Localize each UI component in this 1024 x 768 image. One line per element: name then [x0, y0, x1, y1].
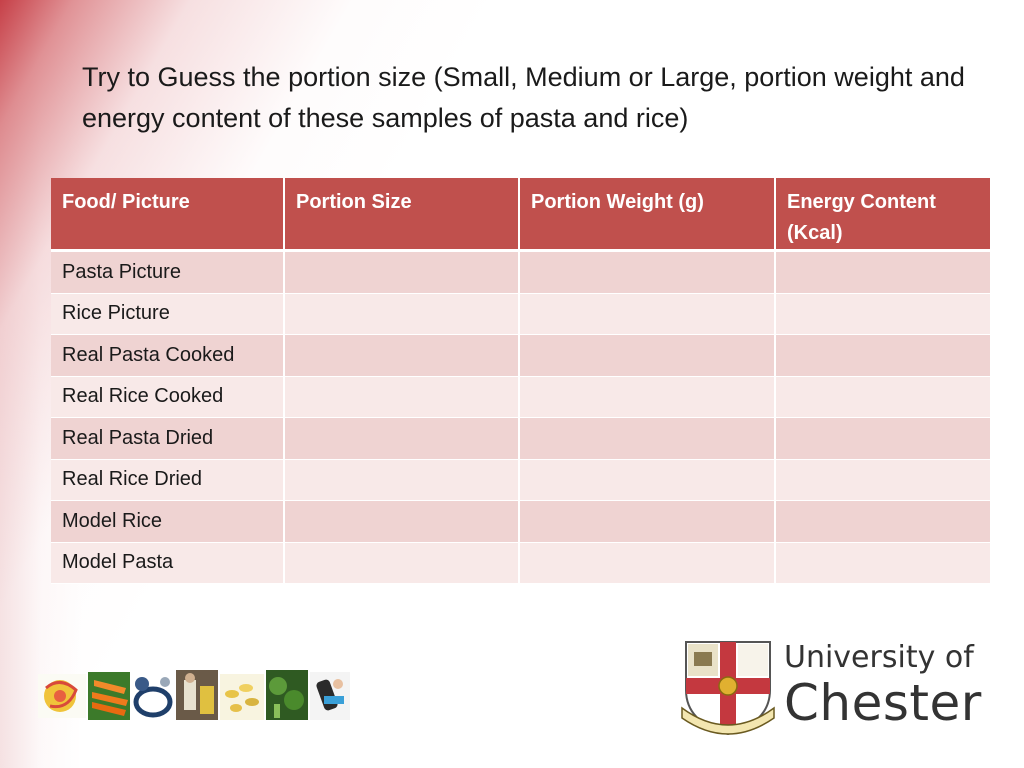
- header-energy-content: Energy Content (Kcal): [776, 178, 990, 252]
- table-header-row: Food/ Picture Portion Size Portion Weigh…: [51, 178, 990, 252]
- cell-portion-size[interactable]: [285, 542, 520, 584]
- cell-food: Rice Picture: [51, 293, 285, 335]
- table-row: Pasta Picture: [51, 252, 990, 294]
- cell-portion-weight[interactable]: [520, 542, 776, 584]
- table-row: Rice Picture: [51, 293, 990, 335]
- cell-portion-size[interactable]: [285, 252, 520, 294]
- table-row: Model Rice: [51, 501, 990, 543]
- cell-portion-size[interactable]: [285, 501, 520, 543]
- cell-portion-size[interactable]: [285, 335, 520, 377]
- cell-portion-weight[interactable]: [520, 252, 776, 294]
- cell-portion-weight[interactable]: [520, 376, 776, 418]
- tape-measure-icon: [38, 674, 86, 718]
- table-row: Real Pasta Dried: [51, 418, 990, 460]
- cell-food: Real Pasta Dried: [51, 418, 285, 460]
- beans-icon: [220, 674, 264, 720]
- university-crest-icon: [681, 641, 775, 736]
- header-food: Food/ Picture: [51, 178, 285, 252]
- vegetables-icon: [266, 670, 308, 720]
- cell-portion-weight[interactable]: [520, 335, 776, 377]
- photo-strip: [38, 670, 350, 720]
- table-row: Real Rice Dried: [51, 459, 990, 501]
- cell-portion-weight[interactable]: [520, 459, 776, 501]
- cell-energy-content[interactable]: [776, 335, 990, 377]
- cell-energy-content[interactable]: [776, 376, 990, 418]
- university-wordmark: University of Chester: [784, 640, 1004, 730]
- cell-food: Pasta Picture: [51, 252, 285, 294]
- cell-energy-content[interactable]: [776, 293, 990, 335]
- cell-portion-size[interactable]: [285, 459, 520, 501]
- cell-energy-content[interactable]: [776, 252, 990, 294]
- university-name-line1: University of: [784, 640, 974, 675]
- cell-food: Model Rice: [51, 501, 285, 543]
- header-portion-weight: Portion Weight (g): [520, 178, 776, 252]
- cell-food: Real Pasta Cooked: [51, 335, 285, 377]
- table-row: Real Pasta Cooked: [51, 335, 990, 377]
- people-photo-icon: [176, 670, 218, 720]
- header-portion-size: Portion Size: [285, 178, 520, 252]
- cell-portion-weight[interactable]: [520, 501, 776, 543]
- cell-energy-content[interactable]: [776, 501, 990, 543]
- university-name-line2: Chester: [784, 674, 982, 732]
- cell-energy-content[interactable]: [776, 542, 990, 584]
- cell-food: Real Rice Dried: [51, 459, 285, 501]
- cell-portion-size[interactable]: [285, 376, 520, 418]
- cell-energy-content[interactable]: [776, 459, 990, 501]
- cell-energy-content[interactable]: [776, 418, 990, 460]
- portion-table: Food/ Picture Portion Size Portion Weigh…: [51, 178, 990, 584]
- cell-portion-size[interactable]: [285, 293, 520, 335]
- carrots-icon: [88, 672, 130, 720]
- cell-portion-size[interactable]: [285, 418, 520, 460]
- cell-food: Real Rice Cooked: [51, 376, 285, 418]
- stethoscope-icon: [132, 670, 174, 720]
- table-row: Real Rice Cooked: [51, 376, 990, 418]
- cell-food: Model Pasta: [51, 542, 285, 584]
- cell-portion-weight[interactable]: [520, 418, 776, 460]
- cell-portion-weight[interactable]: [520, 293, 776, 335]
- table-row: Model Pasta: [51, 542, 990, 584]
- slide-title: Try to Guess the portion size (Small, Me…: [82, 62, 965, 133]
- glucose-meter-icon: [310, 672, 350, 720]
